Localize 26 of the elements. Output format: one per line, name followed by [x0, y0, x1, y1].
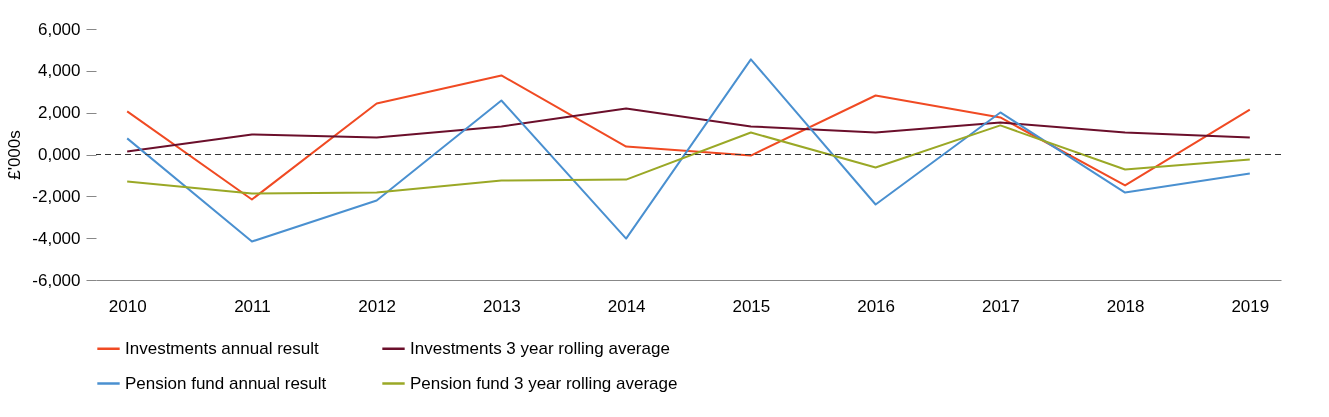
- x-tick-label: 2016: [857, 296, 896, 316]
- y-tick-label: -4,000: [32, 228, 81, 248]
- x-tick-label: 2017: [981, 296, 1020, 316]
- x-tick-label: 2018: [1106, 296, 1145, 316]
- legend-label: Investments annual result: [125, 338, 319, 358]
- legend-label: Investments 3 year rolling average: [410, 338, 670, 358]
- line-series: [126, 107, 1251, 153]
- y-tick-label: 6,000: [37, 19, 81, 39]
- x-tick-label: 2019: [1231, 296, 1270, 316]
- line-series: [126, 58, 1251, 243]
- legend-label: Pension fund 3 year rolling average: [410, 373, 678, 393]
- y-tick-label: -2,000: [32, 186, 81, 206]
- line-series: [126, 124, 1251, 195]
- y-axis-title: £'000s: [5, 130, 25, 180]
- y-tick-label: 0,000: [37, 145, 81, 164]
- y-tick-label: -6,000: [32, 270, 81, 290]
- x-tick-label: 2014: [607, 296, 646, 316]
- x-tick-label: 2015: [732, 296, 771, 316]
- x-tick-label: 2011: [234, 296, 271, 316]
- line-series: [126, 74, 1251, 201]
- x-tick-label: 2010: [108, 296, 147, 316]
- x-tick-label: 2013: [482, 296, 521, 316]
- y-tick-label: 4,000: [37, 61, 81, 81]
- x-tick-label: 2012: [358, 296, 397, 316]
- legend-label: Pension fund annual result: [125, 373, 327, 393]
- y-tick-label: 2,000: [37, 103, 81, 123]
